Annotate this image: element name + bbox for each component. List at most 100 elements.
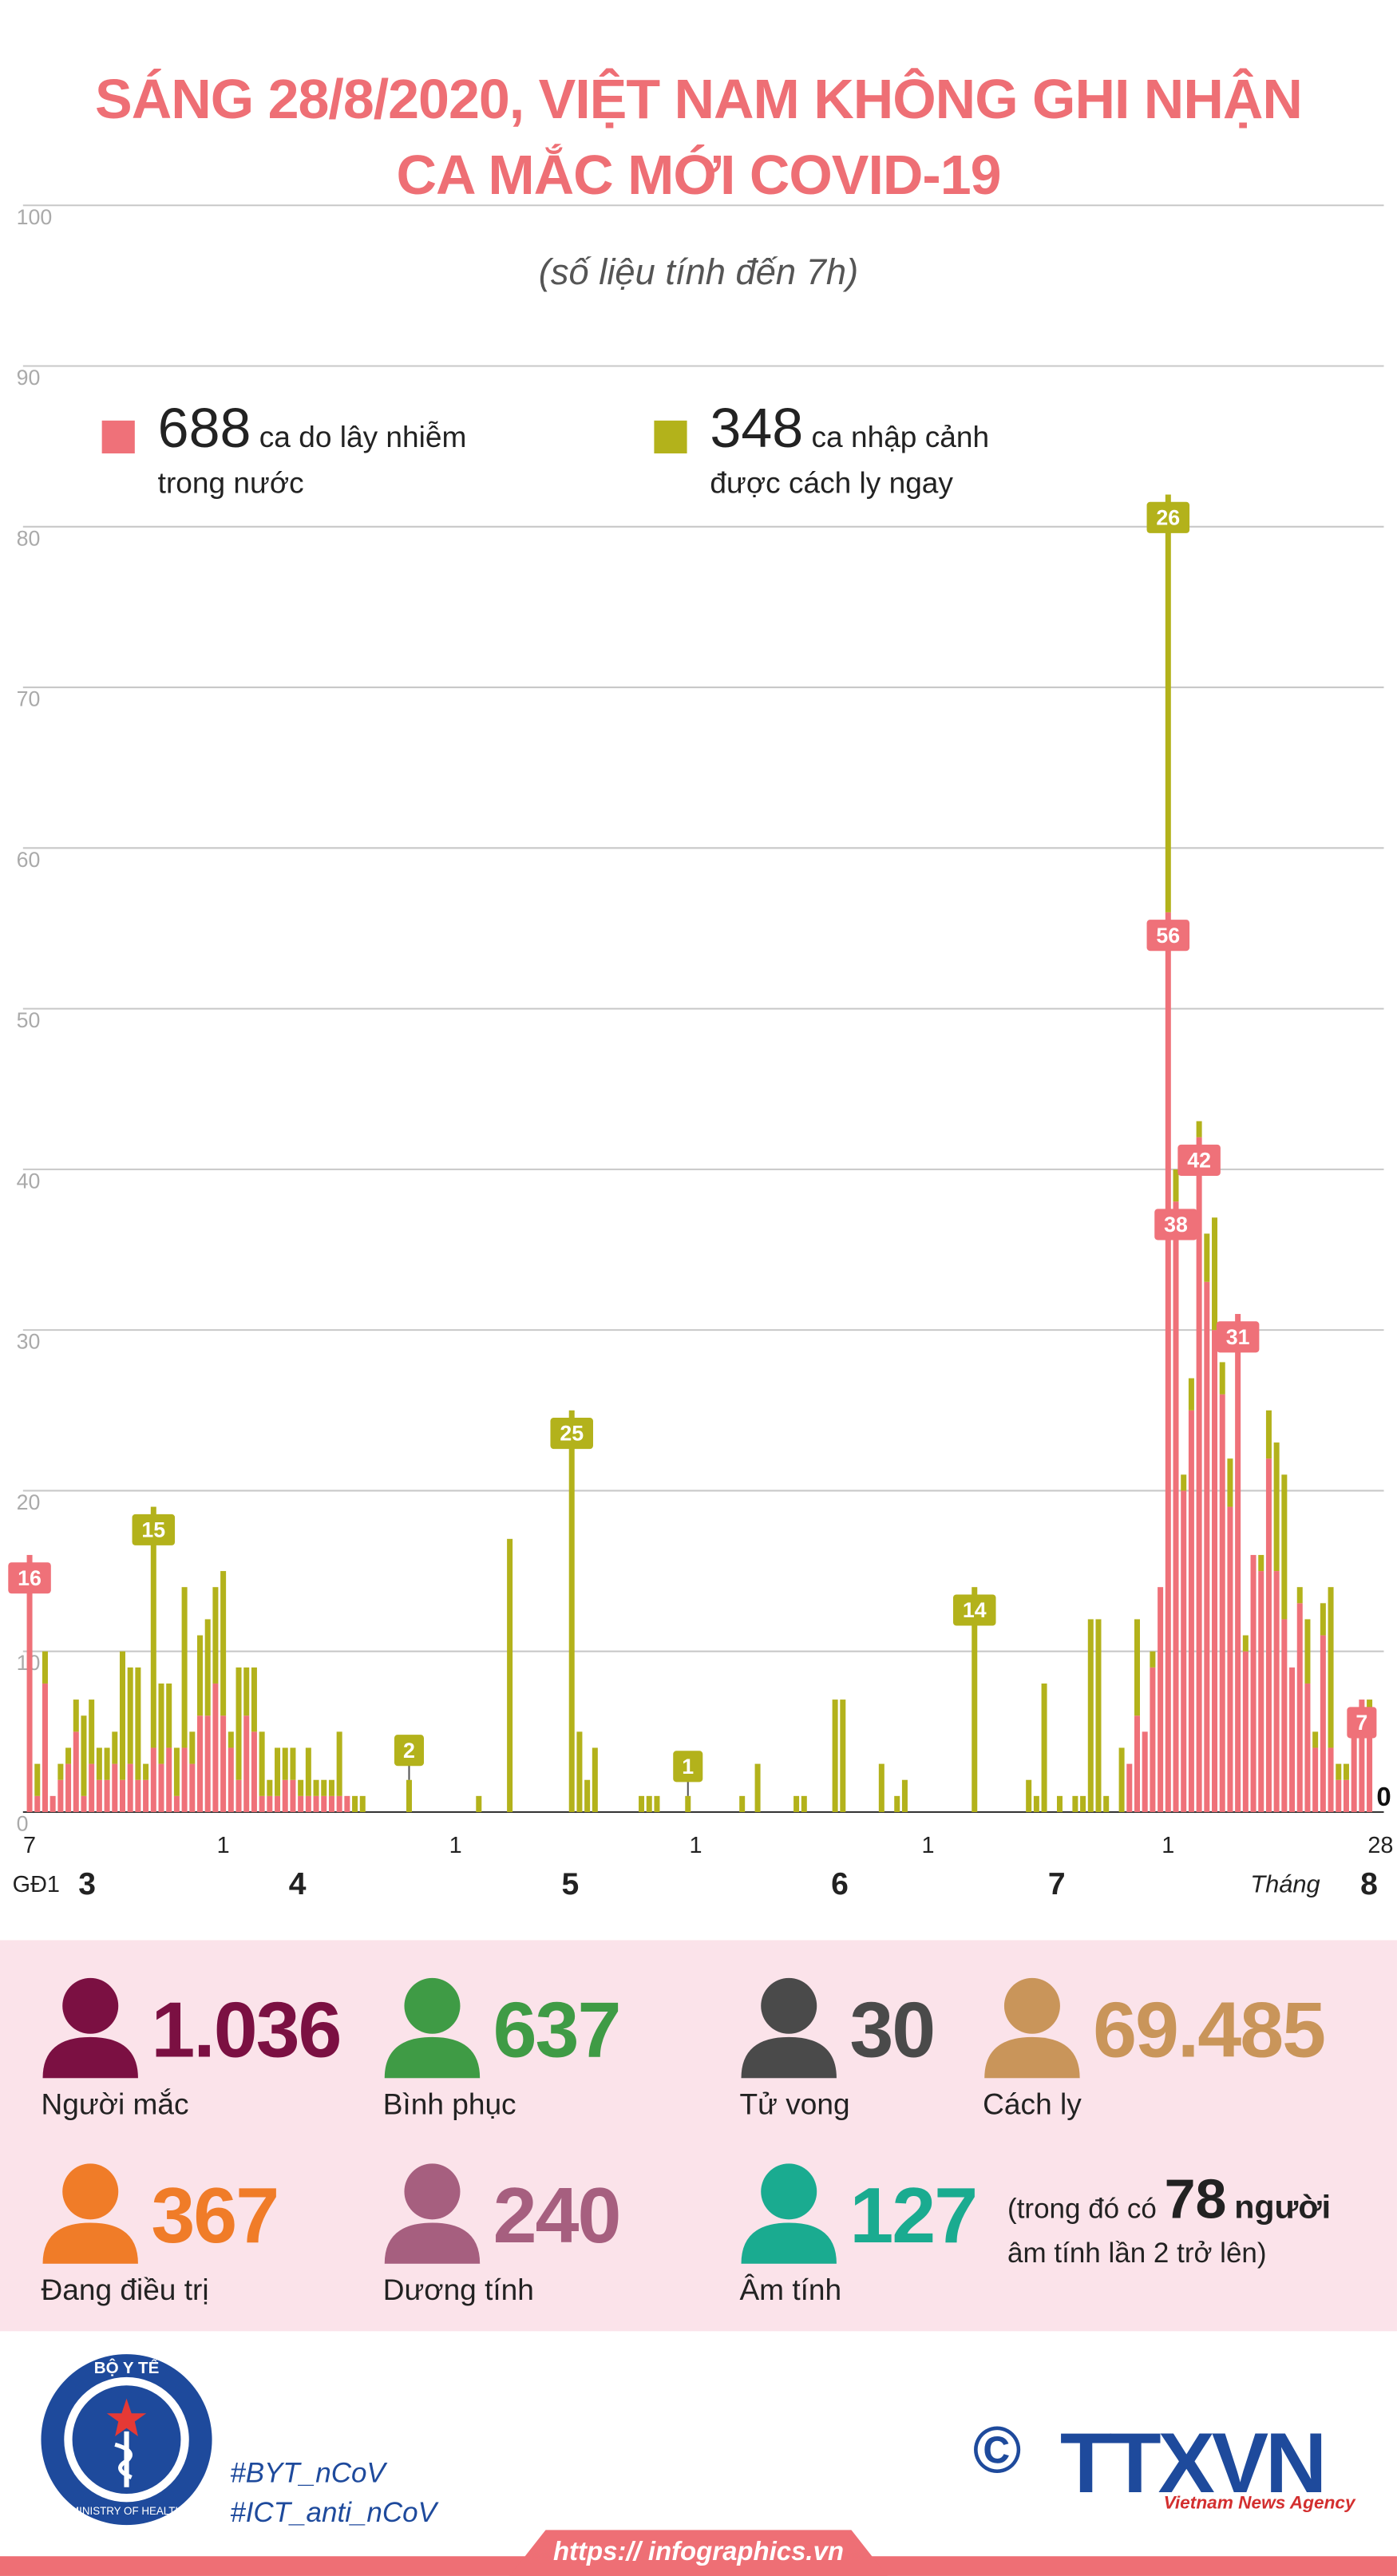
bar-segment [81,1715,87,1796]
bar-segment [89,1700,95,1764]
bar-segment [57,1763,64,1780]
x-group-label: 7 [1048,1867,1066,1901]
bar-segment [1328,1587,1334,1748]
bar-segment [1289,1667,1296,1812]
bar-segment [1181,1490,1187,1812]
bar-segment [298,1779,304,1796]
bar-segment [1095,1619,1102,1812]
bar-segment [1087,1619,1094,1812]
bar-segment [972,1587,978,1812]
bar-segment [1328,1747,1334,1812]
value-label: 0 [1376,1782,1391,1811]
icon-body [42,2036,138,2079]
bar-segment [840,1700,846,1812]
legend-swatch [101,420,135,454]
bar-segment [305,1747,311,1796]
bar-segment [1173,1169,1179,1202]
bar-segment [1336,1763,1342,1780]
bar-segment [1212,1330,1218,1812]
bar-segment [685,1795,691,1812]
stat-value: 637 [493,1988,622,2075]
bar-segment [189,1763,196,1812]
title-line: SÁNG 28/8/2020, VIỆT NAM KHÔNG GHI NHẬN [95,69,1303,132]
bar-segment [42,1683,48,1812]
bar-segment [406,1779,412,1812]
bar-segment [584,1779,591,1812]
bar-segment [243,1715,250,1812]
bar-segment [158,1683,164,1764]
x-tick-label: 7 [23,1833,36,1858]
note-text: âm tính lần 2 trở lên) [1007,2236,1267,2269]
legend-text: 688 ca do lây nhiễm trong nước [158,394,497,501]
bar-segment [181,1747,188,1812]
icon-body [42,2222,138,2264]
bar-segment [235,1667,242,1780]
bar-segment [1142,1731,1148,1812]
bar-segment [228,1747,234,1812]
stat-value: 127 [849,2173,978,2261]
y-tick-label: 90 [17,366,41,390]
bar-segment [166,1747,172,1812]
stat-label: Cách ly [983,2087,1082,2121]
x-group-label: GĐ1 [13,1872,60,1897]
value-label-box [394,1735,425,1767]
bar-segment [89,1763,95,1812]
bar-segment [275,1795,281,1812]
note-text: (trong đó có [1007,2193,1157,2225]
bar-segment [65,1763,72,1812]
bar-segment [173,1747,180,1796]
bar-segment [197,1715,204,1812]
bar-segment [328,1779,334,1796]
bar-segment [150,1747,156,1812]
icon-head [1003,1977,1060,2034]
stat: 637 Bình phục [383,1977,745,2133]
stat-value: 367 [151,2173,279,2261]
value-label: 31 [1226,1325,1250,1349]
bar-segment [801,1795,807,1812]
bar-segment [212,1683,219,1812]
value-label: 38 [1164,1213,1188,1237]
person-icon [384,1977,481,2079]
value-label-box [1154,1209,1197,1241]
subtitle: (số liệu tính đến 7h) [538,251,859,293]
y-tick-label: 100 [17,205,53,229]
bar-segment [305,1795,311,1812]
x-tick-label: 1 [449,1833,462,1858]
bar-segment [220,1571,227,1716]
person-icon [984,1977,1080,2079]
value-label-box [1177,1144,1221,1176]
bar-segment [1072,1795,1078,1812]
person-icon [42,1977,138,2079]
logo-snake [114,2442,133,2479]
bar-segment [476,1795,482,1812]
bar-segment [220,1715,227,1812]
bar-segment [1273,1442,1280,1572]
bar-segment [1134,1619,1141,1716]
bar-segment [34,1763,41,1796]
value-label: 2 [403,1739,415,1763]
bar-segment [568,1410,575,1812]
bar-segment [96,1747,102,1780]
bar-segment [275,1747,281,1796]
bar-segment [1273,1571,1280,1812]
bar-segment [26,1554,33,1812]
value-label: 14 [963,1598,987,1622]
value-label-box [1216,1321,1260,1353]
bar-segment [359,1795,366,1812]
person-icon [741,2163,837,2264]
x-group-label: 3 [78,1867,96,1901]
bar-segment [1118,1747,1125,1812]
bar-segment [1219,1394,1225,1812]
bar-segment [290,1779,296,1812]
bar-segment [127,1667,133,1764]
bar-segment [251,1731,257,1812]
bar-segment [1041,1683,1047,1812]
bar-segment [150,1506,156,1748]
bar-segment [793,1795,800,1812]
y-tick-label: 30 [17,1330,41,1354]
legend-label: ca nhập cảnh được cách ly ngay [710,420,990,499]
stat-label: Đang điều trị [41,2273,209,2307]
y-tick-label: 40 [17,1169,41,1193]
value-label-box [132,1514,176,1545]
bar-segment [1165,912,1171,1812]
